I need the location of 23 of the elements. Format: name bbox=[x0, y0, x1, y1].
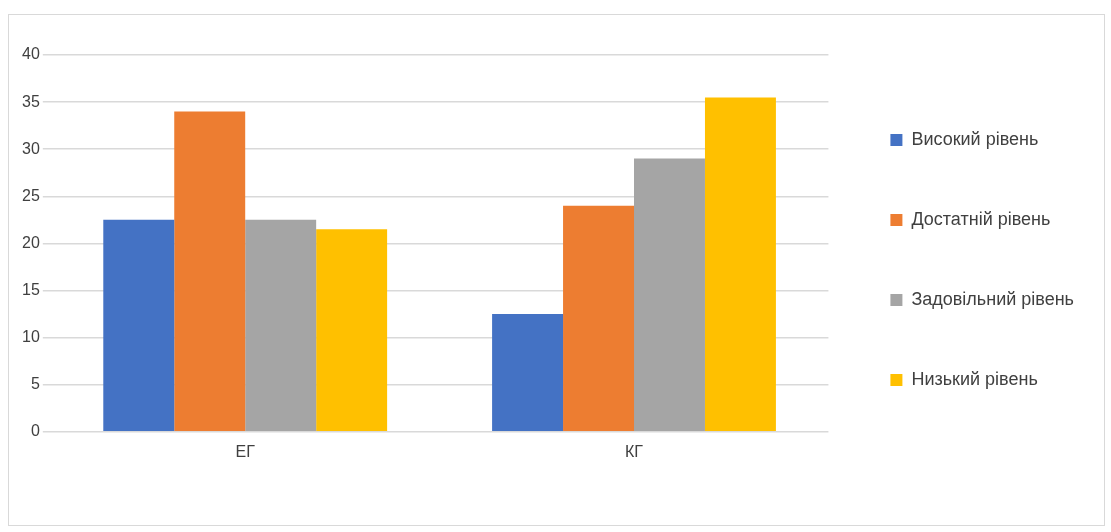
y-tick-label: 35 bbox=[22, 92, 40, 110]
bar bbox=[174, 111, 246, 432]
legend-label: Задовільний рівень bbox=[911, 288, 1074, 309]
legend-label: Низький рівень bbox=[911, 368, 1038, 389]
y-tick-label: 40 bbox=[22, 45, 40, 63]
bar bbox=[704, 97, 776, 432]
y-tick-label: 20 bbox=[22, 233, 40, 251]
x-tick-label: ЕГ bbox=[235, 442, 256, 460]
bar bbox=[316, 229, 388, 432]
bar bbox=[245, 219, 317, 432]
legend-label: Високий рівень bbox=[911, 128, 1039, 149]
bar bbox=[103, 219, 175, 432]
y-tick-label: 0 bbox=[30, 422, 40, 440]
bar bbox=[492, 314, 564, 432]
y-tick-label: 15 bbox=[22, 280, 40, 298]
y-tick-label: 10 bbox=[22, 328, 40, 346]
bar bbox=[634, 158, 705, 432]
bar bbox=[563, 205, 635, 432]
y-tick-label: 25 bbox=[22, 186, 40, 204]
x-tick-label: КГ bbox=[625, 442, 644, 460]
legend-label: Достатній рівень bbox=[911, 208, 1051, 229]
y-tick-label: 30 bbox=[22, 139, 40, 157]
y-tick-label: 5 bbox=[30, 375, 40, 393]
